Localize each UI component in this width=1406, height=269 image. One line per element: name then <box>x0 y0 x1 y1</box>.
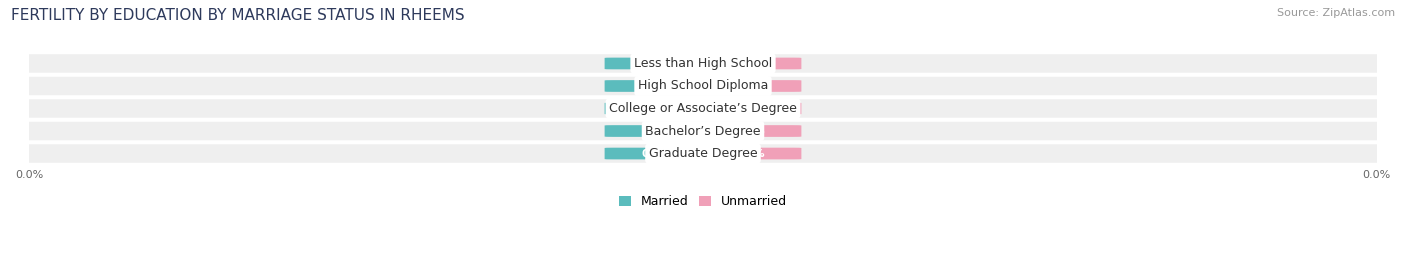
FancyBboxPatch shape <box>697 58 801 69</box>
Text: Bachelor’s Degree: Bachelor’s Degree <box>645 125 761 137</box>
Text: 0.0%: 0.0% <box>734 104 765 114</box>
Text: 0.0%: 0.0% <box>734 58 765 69</box>
FancyBboxPatch shape <box>8 144 1398 163</box>
FancyBboxPatch shape <box>605 125 709 137</box>
FancyBboxPatch shape <box>697 148 801 160</box>
FancyBboxPatch shape <box>605 103 709 114</box>
Text: 0.0%: 0.0% <box>734 148 765 158</box>
Text: Source: ZipAtlas.com: Source: ZipAtlas.com <box>1277 8 1395 18</box>
Text: Graduate Degree: Graduate Degree <box>648 147 758 160</box>
Text: 0.0%: 0.0% <box>641 104 672 114</box>
FancyBboxPatch shape <box>605 80 709 92</box>
Text: 0.0%: 0.0% <box>641 81 672 91</box>
FancyBboxPatch shape <box>8 99 1398 118</box>
Text: 0.0%: 0.0% <box>641 148 672 158</box>
Text: FERTILITY BY EDUCATION BY MARRIAGE STATUS IN RHEEMS: FERTILITY BY EDUCATION BY MARRIAGE STATU… <box>11 8 465 23</box>
Text: 0.0%: 0.0% <box>641 58 672 69</box>
Text: 0.0%: 0.0% <box>734 81 765 91</box>
Text: College or Associate’s Degree: College or Associate’s Degree <box>609 102 797 115</box>
FancyBboxPatch shape <box>697 103 801 114</box>
FancyBboxPatch shape <box>697 80 801 92</box>
FancyBboxPatch shape <box>605 148 709 160</box>
FancyBboxPatch shape <box>8 122 1398 140</box>
FancyBboxPatch shape <box>8 77 1398 95</box>
Text: 0.0%: 0.0% <box>734 126 765 136</box>
Text: Less than High School: Less than High School <box>634 57 772 70</box>
FancyBboxPatch shape <box>605 58 709 69</box>
FancyBboxPatch shape <box>697 125 801 137</box>
Legend: Married, Unmarried: Married, Unmarried <box>613 190 793 214</box>
Text: High School Diploma: High School Diploma <box>638 80 768 93</box>
Text: 0.0%: 0.0% <box>641 126 672 136</box>
FancyBboxPatch shape <box>8 54 1398 73</box>
